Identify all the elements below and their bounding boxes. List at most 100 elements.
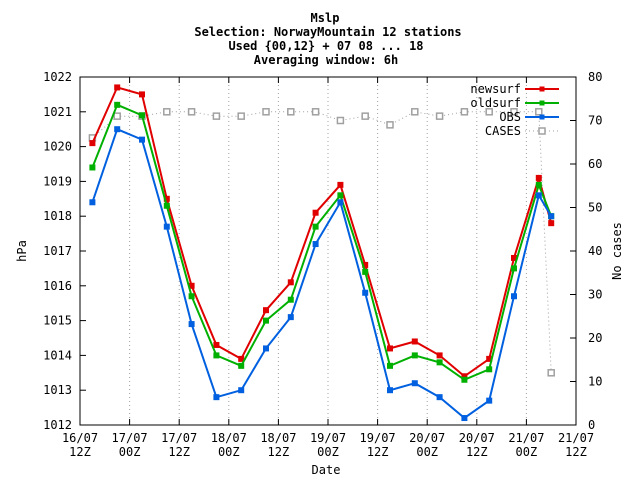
data-point-obs <box>214 395 219 400</box>
legend: newsurfoldsurfOBSCASES <box>470 82 559 138</box>
data-point-cases <box>387 122 393 128</box>
chart-title: Mslp Selection: NorwayMountain 12 statio… <box>194 11 461 67</box>
x-tick-date-label: 21/07 <box>508 431 544 445</box>
y-tick-label: 1017 <box>43 244 72 258</box>
data-point-obs <box>512 294 517 299</box>
x-axis-labels: 16/0712Z17/0700Z17/0712Z18/0700Z18/0712Z… <box>62 431 594 459</box>
legend-item-oldsurf: oldsurf <box>470 96 559 110</box>
x-tick-time-label: 12Z <box>367 445 389 459</box>
legend-label: oldsurf <box>470 96 521 110</box>
title-line-2: Selection: NorwayMountain 12 stations <box>194 25 461 39</box>
y-tick-label: 1019 <box>43 174 72 188</box>
data-point-oldsurf <box>363 269 368 274</box>
series-oldsurf <box>90 102 554 382</box>
y2-tick-label: 80 <box>588 70 602 84</box>
legend-label: CASES <box>485 124 521 138</box>
data-point-newsurf <box>214 342 219 347</box>
data-point-oldsurf <box>239 363 244 368</box>
x-tick-date-label: 18/07 <box>260 431 296 445</box>
x-tick-time-label: 12Z <box>69 445 91 459</box>
data-point-obs <box>313 242 318 247</box>
data-point-obs <box>164 224 169 229</box>
data-point-newsurf <box>264 308 269 313</box>
series-cases <box>89 109 554 376</box>
y-tick-label: 1015 <box>43 314 72 328</box>
data-point-newsurf <box>313 210 318 215</box>
y2-tick-label: 60 <box>588 157 602 171</box>
y2-tick-label: 70 <box>588 114 602 128</box>
data-point-cases <box>288 109 294 115</box>
y-axis-labels: 1012 1013 1014 1015 1016 1017 1018 1019 1020 1021… <box>43 70 72 432</box>
data-point-obs <box>462 416 467 421</box>
data-point-obs <box>536 193 541 198</box>
data-point-obs <box>388 388 393 393</box>
data-point-oldsurf <box>90 165 95 170</box>
x-tick-date-label: 20/07 <box>459 431 495 445</box>
series-line-oldsurf <box>92 105 551 380</box>
x-tick-date-label: 20/07 <box>409 431 445 445</box>
x-tick-date-label: 21/07 <box>558 431 594 445</box>
x-tick-date-label: 19/07 <box>310 431 346 445</box>
y2-tick-label: 10 <box>588 375 602 389</box>
data-point-oldsurf <box>288 297 293 302</box>
data-point-obs <box>437 395 442 400</box>
y-tick-label: 1020 <box>43 140 72 154</box>
data-point-obs <box>338 200 343 205</box>
data-point-oldsurf <box>536 182 541 187</box>
title-line-3: Used {00,12} + 07 08 ... 18 <box>228 39 423 53</box>
legend-label: OBS <box>499 110 521 124</box>
data-point-cases <box>114 113 120 119</box>
data-point-cases <box>461 109 467 115</box>
data-point-cases <box>337 118 343 124</box>
y-tick-label: 1012 <box>43 418 72 432</box>
data-point-newsurf <box>90 141 95 146</box>
data-point-oldsurf <box>388 363 393 368</box>
y2-tick-label: 50 <box>588 201 602 215</box>
data-point-cases <box>263 109 269 115</box>
data-point-oldsurf <box>487 367 492 372</box>
y2-axis-title: No cases <box>610 222 624 280</box>
x-tick-time-label: 12Z <box>268 445 290 459</box>
data-point-obs <box>363 290 368 295</box>
y2-tick-label: 40 <box>588 244 602 258</box>
data-point-cases <box>313 109 319 115</box>
x-tick-time-label: 12Z <box>168 445 190 459</box>
data-point-obs <box>288 315 293 320</box>
data-point-obs <box>140 137 145 142</box>
y-tick-label: 1022 <box>43 70 72 84</box>
x-tick-date-label: 16/07 <box>62 431 98 445</box>
data-point-obs <box>264 346 269 351</box>
x-tick-date-label: 19/07 <box>360 431 396 445</box>
data-point-newsurf <box>288 280 293 285</box>
data-point-oldsurf <box>189 294 194 299</box>
data-point-newsurf <box>140 92 145 97</box>
y2-axis-labels: 01020304050607080 <box>588 70 602 432</box>
data-point-obs <box>549 214 554 219</box>
y2-tick-label: 0 <box>588 418 595 432</box>
legend-item-newsurf: newsurf <box>470 82 559 96</box>
data-point-newsurf <box>437 353 442 358</box>
data-point-obs <box>239 388 244 393</box>
data-point-oldsurf <box>313 224 318 229</box>
data-point-cases <box>548 370 554 376</box>
data-point-obs <box>90 200 95 205</box>
data-point-obs <box>412 381 417 386</box>
data-point-newsurf <box>115 85 120 90</box>
y2-tick-label: 20 <box>588 331 602 345</box>
title-line-1: Mslp <box>311 11 340 25</box>
legend-item-cases: CASES <box>485 124 559 138</box>
grid <box>130 77 527 425</box>
data-point-cases <box>164 109 170 115</box>
legend-marker <box>540 87 545 92</box>
legend-item-obs: OBS <box>499 110 559 124</box>
data-point-obs <box>487 398 492 403</box>
data-point-oldsurf <box>115 102 120 107</box>
y-tick-label: 1016 <box>43 279 72 293</box>
data-point-oldsurf <box>412 353 417 358</box>
data-point-cases <box>536 109 542 115</box>
data-point-cases <box>412 109 418 115</box>
legend-marker <box>540 115 545 120</box>
x-tick-time-label: 12Z <box>466 445 488 459</box>
data-point-newsurf <box>338 182 343 187</box>
